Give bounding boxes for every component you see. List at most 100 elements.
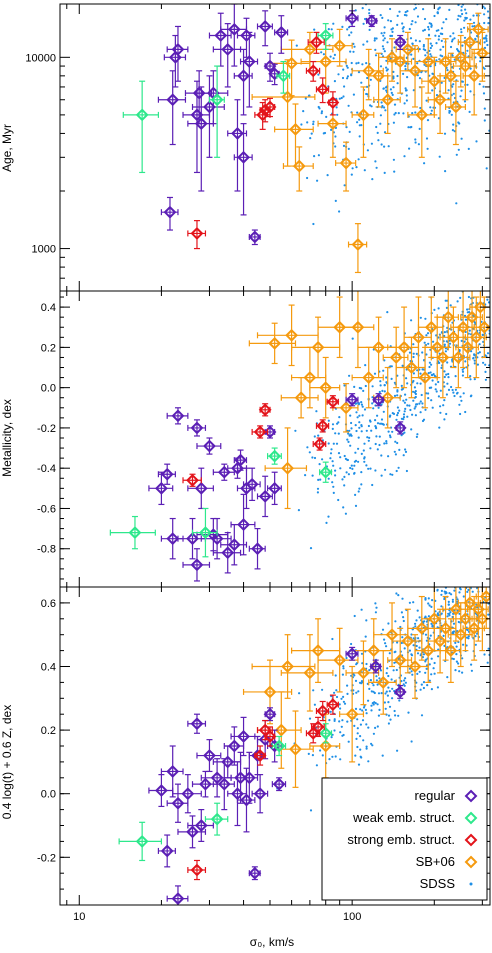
sdss-point [449,611,452,614]
sdss-point [410,740,413,743]
sdss-point [413,407,416,410]
sdss-point [356,732,359,735]
sdss-point [422,681,426,684]
sdss-point [380,418,384,421]
sb06-point [463,596,477,610]
sdss-point [455,392,459,395]
sdss-point [334,135,337,138]
sdss-point [484,36,487,39]
sdss-point [343,702,347,705]
sdss-point [402,416,406,419]
sdss-point [469,581,471,583]
sdss-point [297,509,300,512]
sdss-point [374,602,377,605]
sdss-point [338,210,341,213]
sdss-point [437,8,440,11]
legend-label: strong emb. struct. [347,832,455,847]
sdss-point [393,103,397,106]
sdss-point [419,400,422,403]
sdss-point [396,394,399,397]
sdss-point [321,458,324,461]
regular-series [148,646,407,905]
sdss-point [465,644,468,647]
sdss-point [355,62,358,65]
sdss-point [449,45,453,49]
sdss-point [442,45,445,49]
regular-point [160,844,174,858]
sdss-point [414,39,417,42]
sdss-point [444,576,446,578]
regular-point [393,685,407,699]
sdss-point [401,27,404,30]
sdss-point [427,615,430,618]
sdss-point [404,393,407,396]
sdss-point [410,319,413,322]
sdss-point [352,42,355,46]
sdss-point [332,464,335,467]
sdss-point [484,378,487,381]
weak-point [319,726,333,740]
sdss-point [402,112,405,115]
sdss-point [458,612,461,615]
sdss-point [452,92,455,95]
sdss-point [309,809,313,812]
sdss-point [317,73,320,76]
sdss-point [402,413,406,416]
sdss-point [484,363,487,366]
weak-series [109,447,333,558]
sdss-point [421,368,424,371]
sdss-point [312,120,315,123]
regular-series [157,4,407,246]
sdss-point [451,600,454,603]
sdss-point [333,691,336,694]
sdss-point [452,32,455,35]
sdss-point [330,28,333,31]
weak-point [272,739,286,753]
sdss-point [425,620,428,623]
sb06-point [319,55,333,68]
sdss-point [368,687,371,691]
sdss-point [458,518,460,520]
sdss-point [445,277,447,279]
sdss-point [412,576,414,578]
sdss-point [370,142,373,145]
sdss-point [392,70,395,73]
sdss-point [356,745,359,749]
regular-point [231,127,244,140]
sdss-point [406,382,409,385]
sdss-point [320,51,323,54]
sdss-point [342,700,345,703]
sdss-point [443,375,446,379]
sdss-point [412,352,415,355]
sdss-point [438,155,441,158]
sdss-point [398,448,401,451]
sdss-point [461,657,464,660]
sdss-point [313,155,316,158]
sdss-point [471,590,474,593]
sdss-point [384,692,387,695]
sdss-point [372,690,375,693]
sdss-point [476,363,479,366]
sdss-point [413,386,416,389]
sdss-point [437,38,440,41]
sdss-point [391,473,394,476]
sdss-point [347,440,350,443]
sdss-point [429,53,432,56]
sdss-point [454,669,457,672]
sdss-point [487,281,489,283]
sdss-point [415,435,418,438]
sdss-point [411,42,414,45]
strong-point [306,64,320,78]
sb06-point [339,156,353,170]
sdss-point [405,377,408,380]
sdss-point [333,729,336,732]
sdss-point [428,679,431,682]
sdss-point [341,734,344,737]
sdss-point [439,405,442,408]
regular-point [194,481,208,495]
sdss-point [472,356,475,360]
sdss-point [445,542,447,544]
sdss-point [470,583,472,585]
sdss-point [371,385,374,388]
sdss-point [424,317,427,320]
